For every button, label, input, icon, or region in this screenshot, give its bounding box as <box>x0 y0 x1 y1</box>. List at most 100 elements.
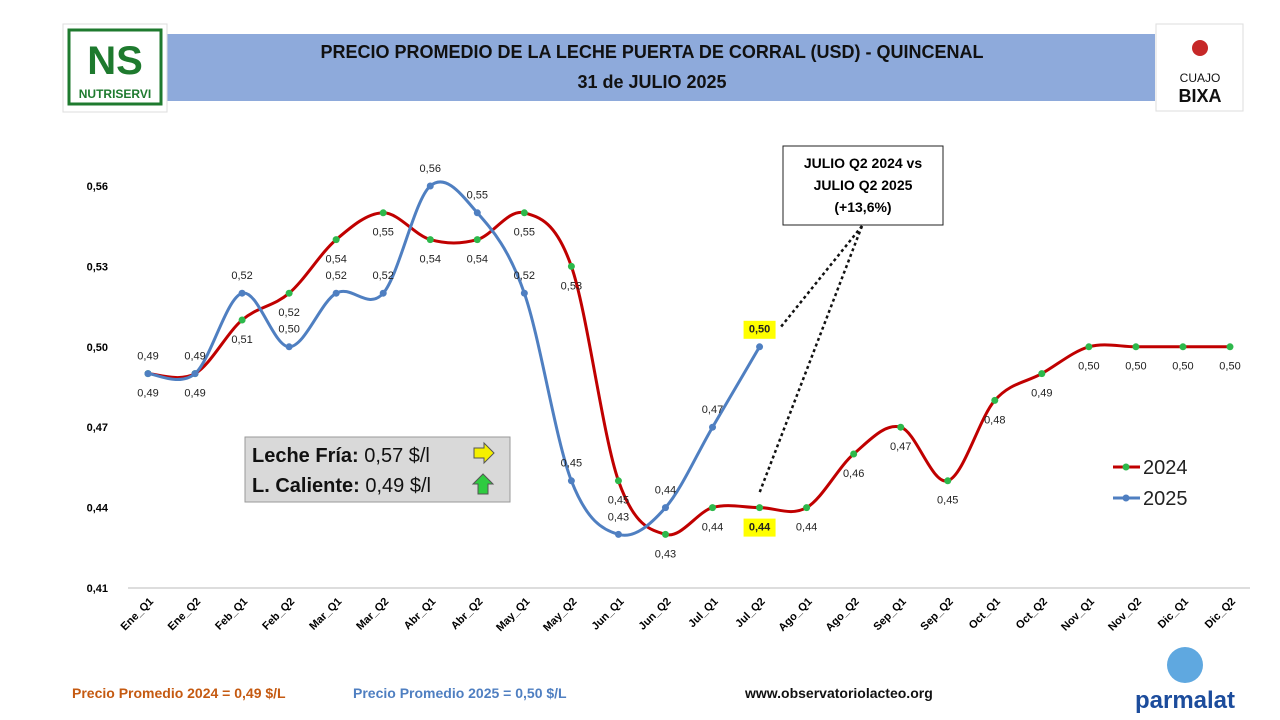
legend-marker <box>1122 463 1130 471</box>
point <box>1085 343 1093 351</box>
data-label: 0,47 <box>890 441 911 453</box>
point <box>238 289 246 297</box>
annotation-text: JULIO Q2 2025 <box>814 177 913 193</box>
legend-label: 2025 <box>1143 488 1188 510</box>
point <box>285 343 293 351</box>
label-highlight <box>743 518 776 537</box>
point <box>1179 343 1187 351</box>
point <box>614 530 622 538</box>
data-label: 0,47 <box>702 404 723 416</box>
data-label: 0,43 <box>655 548 676 560</box>
point <box>1038 370 1046 378</box>
data-label: 0,45 <box>937 495 958 507</box>
point <box>850 450 858 458</box>
logo-left: NS NUTRISERVI <box>62 23 168 113</box>
point <box>520 289 528 297</box>
data-label: 0,50 <box>1125 361 1146 373</box>
point <box>614 477 622 485</box>
label-highlight <box>743 320 776 339</box>
point <box>709 504 717 512</box>
point <box>944 477 952 485</box>
subtitle: 31 de JULIO 2025 <box>577 72 726 92</box>
legend-label: 2024 <box>1143 457 1188 479</box>
annotation-text: (+13,6%) <box>834 199 891 215</box>
data-label: 0,51 <box>231 334 252 346</box>
logo-text: BIXA <box>1178 86 1221 106</box>
footer-text: www.observatoriolacteo.org <box>744 685 933 701</box>
point <box>567 262 575 270</box>
data-label: 0,55 <box>467 190 488 202</box>
data-label: 0,50 <box>1172 361 1193 373</box>
data-label: 0,44 <box>655 485 676 497</box>
data-label: 0,54 <box>325 254 346 266</box>
data-label: 0,50 <box>1219 361 1240 373</box>
logo-name: NUTRISERVI <box>79 87 151 101</box>
point <box>332 289 340 297</box>
footer-text: Precio Promedio 2024 = 0,49 $/L <box>72 685 286 701</box>
title: PRECIO PROMEDIO DE LA LECHE PUERTA DE CO… <box>320 42 983 62</box>
data-label: 0,45 <box>608 495 629 507</box>
point <box>661 504 669 512</box>
logo-parmalat: parmalat <box>1135 647 1235 714</box>
legend-marker <box>1122 494 1130 502</box>
data-label: 0,52 <box>278 307 299 319</box>
price-value: 0,49 $/l <box>365 475 431 497</box>
logo-box <box>62 23 168 113</box>
y-tick-label: 0,41 <box>87 583 108 595</box>
data-label: 0,50 <box>278 324 299 336</box>
point <box>379 289 387 297</box>
data-label: 0,52 <box>231 270 252 282</box>
data-label: 0,43 <box>608 511 629 523</box>
point <box>803 504 811 512</box>
point <box>709 423 717 431</box>
data-label: 0,53 <box>561 280 582 292</box>
series-line <box>147 180 761 537</box>
arrow-icon <box>473 441 495 465</box>
y-tick-label: 0,50 <box>87 342 108 354</box>
data-label: 0,46 <box>843 468 864 480</box>
data-label: 0,49 <box>1031 388 1052 400</box>
point <box>991 396 999 404</box>
logo-icon <box>1167 647 1203 683</box>
data-label: 0,50 <box>1078 361 1099 373</box>
data-label: 0,54 <box>420 254 441 266</box>
y-tick-label: 0,56 <box>87 181 108 193</box>
point <box>756 343 764 351</box>
point <box>473 209 481 217</box>
arrow-icon <box>471 473 495 495</box>
point <box>426 236 434 244</box>
logo-text: parmalat <box>1135 687 1235 714</box>
data-label: 0,55 <box>373 227 394 239</box>
price-text: L. Caliente: 0,49 $/l <box>252 475 431 497</box>
footer-text: Precio Promedio 2025 = 0,50 $/L <box>353 685 567 701</box>
price-value: 0,57 $/l <box>364 445 430 467</box>
point <box>332 236 340 244</box>
annotation-box <box>782 145 944 226</box>
point <box>379 209 387 217</box>
logo-icon <box>1192 40 1208 56</box>
point <box>1132 343 1140 351</box>
title-band <box>160 34 1155 101</box>
point <box>285 289 293 297</box>
point <box>567 477 575 485</box>
arrow <box>779 225 863 329</box>
logo-frame <box>67 28 163 106</box>
price-text: Leche Fría: 0,57 $/l <box>252 445 430 467</box>
data-label: 0,48 <box>984 414 1005 426</box>
y-tick-label: 0,47 <box>87 422 108 434</box>
data-label: 0,44 <box>702 522 723 534</box>
logo-text: CUAJO <box>1180 71 1221 85</box>
logo-box <box>1155 23 1244 112</box>
point <box>191 370 199 378</box>
data-label: 0,52 <box>325 270 346 282</box>
point <box>897 423 905 431</box>
point <box>473 236 481 244</box>
legend: 2024 2025 <box>1113 457 1188 510</box>
point <box>661 530 669 538</box>
compare-box: JULIO Q2 2024 vs JULIO Q2 2025 (+13,6%) <box>757 145 944 495</box>
data-label: 0,44 <box>749 522 771 534</box>
data-label: 0,49 <box>184 388 205 400</box>
data-label: 0,56 <box>420 163 441 175</box>
